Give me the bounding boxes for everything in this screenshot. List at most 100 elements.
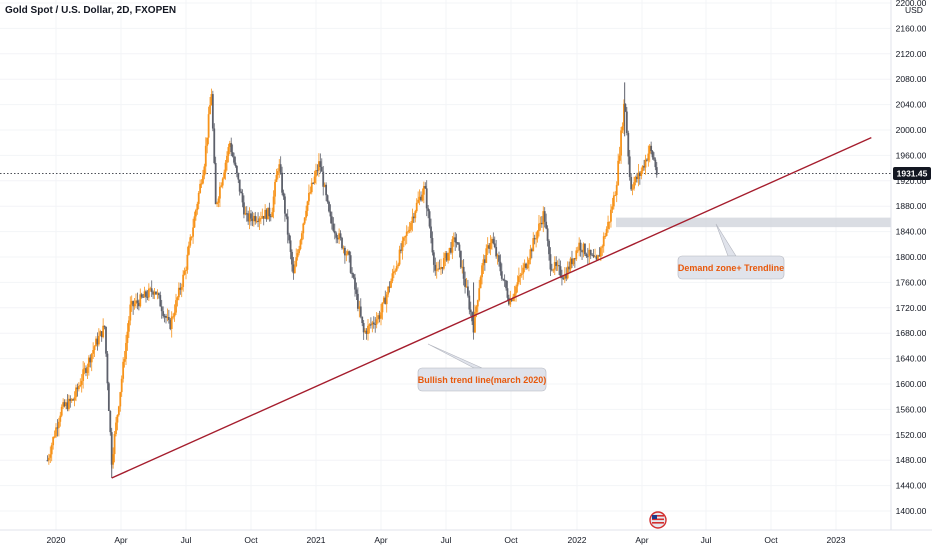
candle (502, 278, 505, 280)
candle (274, 182, 276, 197)
candle (129, 304, 132, 321)
candle (578, 242, 581, 251)
candle (211, 94, 214, 129)
time-tick-label: Jul (441, 535, 452, 545)
candle (588, 249, 591, 257)
candle (634, 176, 637, 183)
us-flag-icon[interactable] (649, 511, 667, 529)
candle (522, 267, 525, 274)
candle (312, 182, 315, 184)
price-tick-label: 1640.00 (896, 354, 927, 364)
candle (390, 280, 392, 288)
candle (276, 171, 279, 176)
candle (217, 198, 220, 203)
candle (486, 245, 489, 249)
candle (96, 338, 99, 345)
candle (604, 235, 607, 237)
candle (250, 213, 252, 219)
candle (284, 196, 286, 214)
candle (60, 406, 63, 416)
candle (543, 211, 546, 222)
candle (345, 254, 348, 256)
price-tick-label: 1480.00 (896, 455, 927, 465)
candle (69, 398, 72, 401)
bullish-trendline[interactable] (111, 136, 872, 479)
candle (145, 291, 147, 297)
candle (627, 133, 630, 157)
candle (476, 300, 479, 307)
candle (528, 259, 530, 265)
candle (305, 210, 308, 218)
candle (147, 288, 150, 298)
candle (207, 114, 210, 138)
candle (354, 277, 356, 290)
candle (203, 166, 206, 176)
candle (143, 291, 146, 298)
candle (428, 211, 431, 227)
candle (398, 249, 401, 265)
candle (515, 286, 517, 294)
candle (424, 186, 427, 189)
price-tick-label: 2000.00 (896, 125, 927, 135)
candle (432, 252, 435, 265)
candle (400, 249, 402, 251)
candle (70, 399, 73, 401)
candle (461, 266, 464, 268)
candle (465, 286, 468, 288)
candle (243, 202, 245, 215)
candle (395, 266, 398, 271)
candle (555, 262, 558, 266)
candle (338, 233, 341, 240)
price-scale-bg[interactable] (891, 0, 932, 530)
price-tick-label: 1760.00 (896, 277, 927, 287)
candle (558, 265, 560, 267)
candle (57, 421, 60, 428)
candle (445, 253, 448, 261)
candle (316, 170, 319, 172)
demand-zone[interactable] (616, 217, 891, 228)
time-scale-bg[interactable] (0, 530, 932, 550)
candle (268, 207, 271, 217)
candle (614, 195, 617, 197)
candle (185, 269, 187, 272)
current-price-tag: 1931.45 (893, 167, 931, 181)
candle (46, 460, 49, 462)
candle (621, 126, 624, 131)
candle (640, 170, 643, 176)
candle (624, 103, 627, 112)
candle (342, 247, 345, 249)
candle (459, 250, 462, 268)
candle (295, 257, 298, 267)
candle (414, 211, 417, 219)
demand-zone-callout[interactable]: Demand zone+ Trendline (677, 223, 785, 280)
trendline-callout[interactable]: Bullish trend line(march 2020) (417, 343, 547, 392)
candle (112, 454, 115, 465)
candle (475, 306, 478, 312)
candle (568, 266, 571, 270)
candle (59, 415, 62, 422)
candle (346, 251, 349, 255)
candle (341, 237, 343, 249)
price-tick-label: 1880.00 (896, 201, 927, 211)
candle (579, 242, 582, 251)
candle (405, 231, 408, 236)
candle (216, 202, 218, 205)
trendline-callout-text: Bullish trend line(march 2020) (418, 375, 547, 385)
candle (75, 387, 77, 398)
candle (589, 249, 592, 255)
candle (336, 237, 339, 240)
candle (182, 274, 185, 287)
candle (375, 319, 378, 325)
candle (584, 243, 586, 255)
demand-zone-layer (616, 217, 891, 228)
price-tick-label: 1840.00 (896, 227, 927, 237)
candle (623, 103, 625, 127)
candle (65, 402, 67, 407)
candle (130, 301, 133, 305)
price-scale-currency: USD (905, 5, 923, 15)
time-tick-label: 2022 (568, 535, 587, 545)
candle (478, 288, 481, 301)
candle (550, 269, 553, 271)
candle (308, 192, 310, 202)
